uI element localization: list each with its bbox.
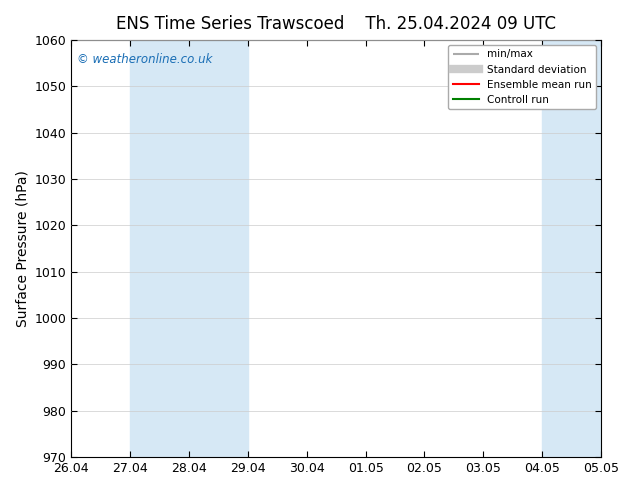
Y-axis label: Surface Pressure (hPa): Surface Pressure (hPa) (15, 170, 29, 327)
Text: © weatheronline.co.uk: © weatheronline.co.uk (77, 52, 212, 66)
Title: ENS Time Series Trawscoed    Th. 25.04.2024 09 UTC: ENS Time Series Trawscoed Th. 25.04.2024… (116, 15, 556, 33)
Bar (130, 40, 248, 457)
Legend: min/max, Standard deviation, Ensemble mean run, Controll run: min/max, Standard deviation, Ensemble me… (448, 45, 596, 109)
Bar (542, 40, 634, 457)
